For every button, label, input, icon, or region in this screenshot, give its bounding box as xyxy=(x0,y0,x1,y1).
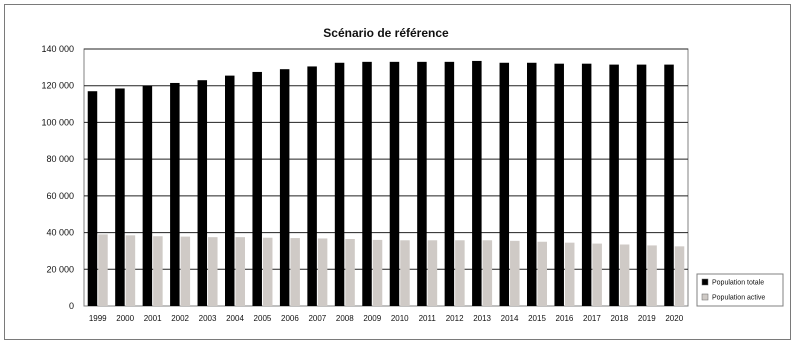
y-tick-label: 60 000 xyxy=(46,191,74,201)
x-tick-label: 2000 xyxy=(116,314,134,323)
bar-population-active xyxy=(153,236,163,306)
x-tick-label: 2018 xyxy=(610,314,628,323)
y-tick-label: 80 000 xyxy=(46,154,74,164)
x-tick-label: 2008 xyxy=(336,314,354,323)
bar-population-active xyxy=(262,237,273,306)
x-tick-label: 2007 xyxy=(308,314,326,323)
bar-population-active xyxy=(400,240,410,306)
y-tick-label: 140 000 xyxy=(41,44,74,54)
x-axis: 1999 2000 2001 2002 2003 2004 2005 2006 2007 2008… xyxy=(89,314,684,323)
x-tick-label: 2017 xyxy=(583,314,601,323)
y-tick-label: 0 xyxy=(69,301,74,311)
bars xyxy=(87,60,685,307)
y-tick-label: 100 000 xyxy=(41,117,74,127)
bar-population-active xyxy=(537,241,547,306)
x-tick-label: 2012 xyxy=(446,314,464,323)
y-tick-label: 20 000 xyxy=(46,264,74,274)
x-tick-label: 2009 xyxy=(363,314,381,323)
bar-population-totale xyxy=(636,64,647,306)
bar-population-active xyxy=(427,240,438,306)
y-axis: 0 20 000 40 000 60 000 80 000 100 000 120 000 1… xyxy=(41,44,74,311)
bar-population-active xyxy=(98,234,108,306)
bar-population-active xyxy=(564,242,575,306)
bar-population-active xyxy=(619,244,630,306)
x-tick-label: 2011 xyxy=(419,314,437,323)
bar-population-active xyxy=(235,237,245,306)
y-tick-label: 120 000 xyxy=(41,81,74,91)
bar-population-active xyxy=(674,246,685,306)
x-tick-label: 2004 xyxy=(226,314,244,323)
bar-population-active xyxy=(345,238,355,306)
bar-population-totale xyxy=(444,61,455,306)
bar-population-totale xyxy=(417,61,427,306)
y-tick-label: 40 000 xyxy=(46,228,74,238)
bar-population-active xyxy=(317,238,328,306)
bar-population-active xyxy=(455,240,465,306)
bar-population-totale xyxy=(664,64,674,306)
bar-population-active xyxy=(482,240,493,306)
x-tick-label: 2015 xyxy=(528,314,546,323)
bar-population-totale xyxy=(554,63,564,306)
bar-population-totale xyxy=(252,71,262,306)
legend-label: Population active xyxy=(712,295,765,302)
x-tick-label: 2014 xyxy=(501,314,519,323)
x-tick-label: 2003 xyxy=(199,314,217,323)
chart-title: Scénario de référence xyxy=(323,26,449,40)
bar-population-active xyxy=(290,238,300,306)
bar-population-totale xyxy=(197,80,208,306)
bar-population-active xyxy=(510,240,520,306)
x-tick-label: 2020 xyxy=(665,314,683,323)
bar-population-totale xyxy=(499,62,510,307)
x-tick-label: 2006 xyxy=(281,314,299,323)
bar-population-totale xyxy=(581,63,592,306)
bar-population-totale xyxy=(307,66,317,306)
x-tick-label: 1999 xyxy=(89,314,107,323)
bar-population-active xyxy=(208,237,218,306)
bar-population-active xyxy=(592,243,602,306)
legend-swatch xyxy=(701,278,709,286)
x-tick-label: 2019 xyxy=(638,314,656,323)
x-tick-label: 2001 xyxy=(144,314,162,323)
x-tick-label: 2005 xyxy=(254,314,272,323)
bar-population-active xyxy=(180,236,191,306)
x-tick-label: 2010 xyxy=(391,314,409,323)
legend-label: Population totale xyxy=(712,280,764,287)
bar-population-totale xyxy=(87,91,98,306)
x-tick-label: 2016 xyxy=(556,314,574,323)
x-tick-label: 2013 xyxy=(473,314,491,323)
bar-population-totale xyxy=(362,61,372,306)
bar-population-totale xyxy=(225,75,235,306)
bar-population-active xyxy=(647,245,657,306)
bar-population-totale xyxy=(334,62,345,307)
legend: Population totale Population active xyxy=(696,273,784,307)
bar-population-totale xyxy=(170,82,180,306)
bar-population-totale xyxy=(115,88,125,306)
bar-population-totale xyxy=(609,64,619,306)
legend-box xyxy=(696,273,784,307)
bar-population-totale xyxy=(472,60,482,306)
bar-population-totale xyxy=(142,85,153,306)
bar-population-active xyxy=(372,239,383,306)
x-tick-label: 2002 xyxy=(171,314,189,323)
bar-population-totale xyxy=(389,61,400,306)
legend-swatch xyxy=(701,293,709,301)
bar-population-totale xyxy=(279,69,290,306)
bar-population-active xyxy=(125,235,136,306)
bar-population-totale xyxy=(527,62,537,307)
